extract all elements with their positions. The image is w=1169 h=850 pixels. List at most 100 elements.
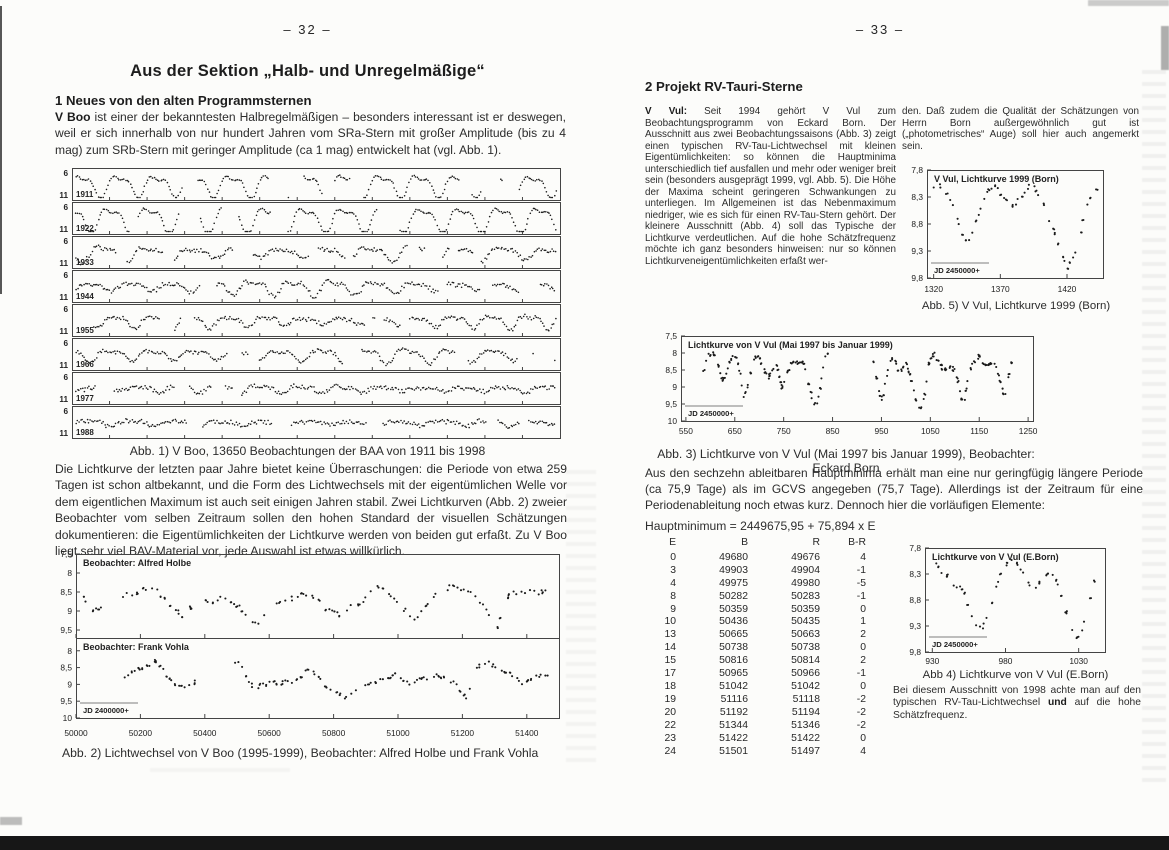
- table-cell: -1: [856, 564, 866, 576]
- table-cell: 50283: [791, 590, 820, 602]
- col-header-e: E: [669, 537, 676, 548]
- scan-bleedthrough-bottom-left: [150, 768, 290, 780]
- abb2-caption: Abb. 2) Lichtwechsel von V Boo (1995-199…: [62, 746, 539, 760]
- table-cell: -5: [856, 577, 866, 589]
- table-cell: 50359: [719, 603, 748, 615]
- svg-text:850: 850: [826, 426, 840, 436]
- svg-text:6: 6: [63, 407, 68, 416]
- abb4-caption: Abb 4) Lichtkurve von V Vul (E.Born): [922, 669, 1109, 681]
- table-cell: 50663: [791, 629, 820, 641]
- table-cell: 2: [860, 629, 866, 641]
- table-cell: 0: [860, 732, 866, 744]
- svg-text:550: 550: [679, 426, 693, 436]
- o-c-table: E B R B-R 0 49680 49676 4 3 49903 49904 -1 4 4997…: [650, 537, 866, 758]
- star-name-vvul: V Vul:: [645, 106, 688, 117]
- table-row: 13 50665 50663 2: [650, 629, 866, 642]
- abb2-scatter-chart: 7,5 8 8,5 9 9,5 Beobachter: Alfred Holbe 8 8,5 9…: [60, 549, 560, 738]
- svg-text:51000: 51000: [386, 728, 410, 738]
- svg-text:50800: 50800: [322, 728, 346, 738]
- svg-text:7,5: 7,5: [60, 549, 72, 559]
- figure-abb2-vboo-observers: 7,5 8 8,5 9 9,5 Beobachter: Alfred Holbe 8 8,5 9…: [50, 546, 566, 747]
- elements-formula: Hauptminimum = 2449675,95 + 75,894 x E: [645, 519, 876, 533]
- svg-text:7,8: 7,8: [909, 543, 921, 553]
- table-cell: 50359: [791, 603, 820, 615]
- svg-text:9,5: 9,5: [665, 399, 677, 409]
- scan-top-right-smudge: [1088, 0, 1169, 6]
- svg-text:JD 2450000+: JD 2450000+: [934, 266, 980, 275]
- table-cell: 49975: [719, 577, 748, 589]
- table-cell: 9: [670, 603, 676, 615]
- star-name-vboo: V Boo: [55, 110, 91, 124]
- table-cell: 10: [664, 616, 676, 628]
- table-cell: 50435: [791, 616, 820, 628]
- paragraph-vboo-lightcurve: Die Lichtkurve der letzten paar Jahre bi…: [55, 462, 567, 559]
- svg-text:11: 11: [59, 361, 68, 370]
- abb1-caption: Abb. 1) V Boo, 13650 Beobachtungen der B…: [129, 444, 486, 458]
- page-number: – 32 –: [283, 22, 332, 37]
- svg-text:9,8: 9,8: [911, 273, 923, 283]
- svg-text:8,5: 8,5: [60, 587, 72, 597]
- svg-text:1150: 1150: [970, 426, 988, 436]
- svg-text:7,5: 7,5: [665, 332, 677, 341]
- svg-text:1030: 1030: [1069, 656, 1088, 666]
- table-cell: 51118: [792, 693, 820, 705]
- svg-text:Lichtkurve von V Vul (E.Born): Lichtkurve von V Vul (E.Born): [932, 552, 1059, 562]
- svg-text:50400: 50400: [193, 728, 217, 738]
- svg-text:9: 9: [67, 679, 72, 689]
- svg-text:1911: 1911: [76, 190, 94, 199]
- svg-text:V Vul, Lichtkurve 1999 (Born): V Vul, Lichtkurve 1999 (Born): [934, 174, 1059, 184]
- table-cell: -2: [856, 706, 866, 718]
- table-row: 3 49903 49904 -1: [650, 565, 866, 578]
- table-cell: 51116: [720, 693, 748, 705]
- figure-abb1-vboo-strips: 6 11 1911 6 11 1922 6 11 1933 6 11 1944 6 11 1955 6 11 19…: [50, 168, 562, 449]
- svg-text:6: 6: [63, 169, 68, 178]
- figure-abb4-vvul-detail: 7,8 8,3 8,8 9,3 9,8 930 980 1030 Lichtkurve von …: [893, 540, 1139, 675]
- table-row: 14 50738 50738 0: [650, 642, 866, 655]
- table-cell: 50282: [719, 590, 748, 602]
- table-cell: 19: [664, 693, 676, 705]
- table-cell: 24: [664, 745, 676, 757]
- svg-text:50000: 50000: [64, 728, 88, 738]
- scan-right-edge-mark: [1161, 26, 1169, 70]
- table-cell: 50965: [719, 668, 748, 680]
- svg-text:6: 6: [63, 271, 68, 280]
- svg-text:9,3: 9,3: [909, 621, 921, 631]
- table-cell: 51194: [791, 706, 820, 718]
- table-cell: -1: [856, 668, 866, 680]
- svg-text:11: 11: [59, 429, 68, 438]
- svg-text:1050: 1050: [921, 426, 940, 436]
- table-cell: 50814: [791, 655, 820, 667]
- svg-text:8: 8: [67, 568, 72, 578]
- svg-text:1933: 1933: [76, 258, 94, 267]
- svg-text:1922: 1922: [76, 224, 94, 233]
- table-cell: 4: [860, 745, 866, 757]
- svg-text:Beobachter: Frank Vohla: Beobachter: Frank Vohla: [83, 642, 190, 652]
- svg-text:9: 9: [672, 382, 677, 392]
- col-header-r: R: [812, 537, 820, 548]
- table-cell: 0: [670, 551, 676, 563]
- column-left-vvul: V Vul: Seit 1994 gehört V Vul zum Beobac…: [645, 106, 896, 267]
- table-cell: 0: [860, 680, 866, 692]
- heading-programmsterne: 1 Neues von den alten Programmsternen: [55, 93, 312, 108]
- svg-text:1977: 1977: [76, 394, 94, 403]
- abb1-strip-chart: 6 11 1911 6 11 1922 6 11 1933 6 11 1944 6 11 1955 6 11 19…: [59, 168, 561, 439]
- table-cell: 50665: [719, 629, 748, 641]
- table-row: 17 50965 50966 -1: [650, 668, 866, 681]
- table-row: 18 51042 51042 0: [650, 681, 866, 694]
- svg-text:50600: 50600: [258, 728, 282, 738]
- table-cell: 51042: [719, 680, 748, 692]
- table-cell: 0: [860, 603, 866, 615]
- table-cell: 49676: [791, 551, 820, 563]
- table-row: 19 51116 51118 -2: [650, 694, 866, 707]
- svg-text:11: 11: [59, 259, 68, 268]
- svg-text:1955: 1955: [76, 326, 94, 335]
- table-cell: 15: [664, 655, 676, 667]
- svg-text:11: 11: [59, 225, 68, 234]
- svg-text:8: 8: [672, 348, 677, 358]
- svg-text:6: 6: [63, 305, 68, 314]
- table-cell: 8: [670, 590, 676, 602]
- svg-text:Beobachter: Alfred Holbe: Beobachter: Alfred Holbe: [83, 558, 191, 568]
- svg-text:6: 6: [63, 237, 68, 246]
- svg-text:11: 11: [59, 293, 68, 302]
- svg-text:8,3: 8,3: [911, 192, 923, 202]
